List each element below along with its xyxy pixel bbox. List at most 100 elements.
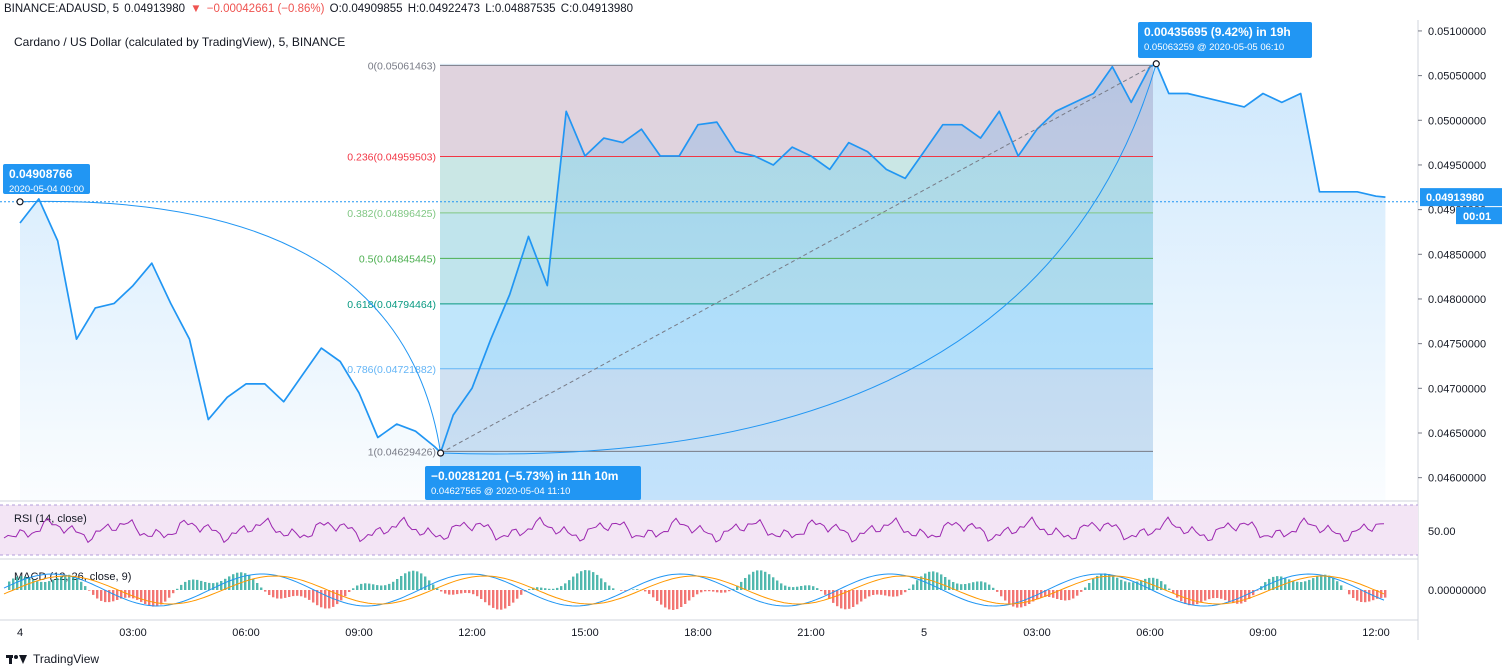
time-axis[interactable]: 4 03:00 06:00 09:00 12:00 15:00 18:00 21:00 5 03:… xyxy=(0,619,1418,639)
macd-histogram-bar xyxy=(1244,590,1247,602)
macd-histogram-bar xyxy=(724,590,727,593)
macd-histogram-bar xyxy=(884,590,887,596)
macd-histogram-bar xyxy=(292,590,295,597)
macd-histogram-bar xyxy=(560,586,563,590)
macd-histogram-bar xyxy=(1336,581,1339,590)
macd-histogram-bar xyxy=(140,590,143,602)
symbol-label[interactable]: BINANCE:ADAUSD, 5 xyxy=(4,3,120,15)
macd-histogram-bar xyxy=(92,590,95,595)
anchor-point[interactable] xyxy=(1152,60,1160,68)
rsi-pane[interactable]: RSI (14, close) 50.00 xyxy=(0,500,1456,560)
macd-histogram-bar xyxy=(1104,573,1107,590)
macd-histogram-bar xyxy=(660,590,663,605)
macd-histogram-bar xyxy=(224,578,227,590)
macd-histogram-bar xyxy=(796,586,799,590)
macd-histogram-bar xyxy=(364,583,367,590)
macd-histogram-bar xyxy=(1232,590,1235,604)
macd-histogram-bar xyxy=(904,590,907,593)
macd-histogram-bar xyxy=(840,590,843,609)
price-tick-label: 0.05050000 xyxy=(1428,71,1486,83)
macd-histogram-bar xyxy=(720,590,723,593)
macd-histogram-bar xyxy=(240,572,243,590)
time-tick-label: 15:00 xyxy=(571,627,599,639)
macd-histogram-bar xyxy=(192,579,195,590)
macd-histogram-bar xyxy=(1332,577,1335,590)
macd-histogram-bar xyxy=(1128,582,1131,590)
anchor-point[interactable] xyxy=(437,449,445,457)
macd-histogram-bar xyxy=(700,590,703,593)
macd-histogram-bar xyxy=(160,590,163,605)
macd-histogram-bar xyxy=(1076,590,1079,596)
price-tick-label: 0.04600000 xyxy=(1428,473,1486,485)
macd-histogram-bar xyxy=(764,571,767,590)
price-tick-label: 0.04950000 xyxy=(1428,160,1486,172)
fib-retracement[interactable]: 0(0.05061463) 0.236(0.04959503) 0.382(0.04… xyxy=(347,60,1153,458)
macd-histogram-bar xyxy=(1300,582,1303,590)
macd-histogram-bar xyxy=(324,590,327,609)
drawings[interactable] xyxy=(0,60,1418,457)
macd-histogram-bar xyxy=(420,573,423,590)
macd-histogram-bar xyxy=(1204,590,1207,601)
macd-histogram-bar xyxy=(552,588,555,590)
macd-histogram-bar xyxy=(856,590,859,605)
macd-histogram-bar xyxy=(1068,590,1071,601)
macd-histogram-bar xyxy=(56,577,59,590)
macd-histogram-bar xyxy=(980,581,983,590)
close-value: C:0.04913980 xyxy=(560,3,634,15)
macd-histogram-bar xyxy=(412,570,415,590)
footer: TradingView xyxy=(6,652,99,666)
macd-histogram-bar xyxy=(512,590,515,603)
macd-histogram-bar xyxy=(456,590,459,595)
macd-histogram-bar xyxy=(380,585,383,590)
macd-histogram-bar xyxy=(1024,590,1027,607)
macd-histogram-bar xyxy=(416,571,419,590)
macd-histogram-bar xyxy=(436,588,439,590)
macd-histogram-bar xyxy=(768,574,771,590)
macd-histogram-bar xyxy=(988,584,991,590)
macd-histogram-bar xyxy=(728,590,731,592)
macd-histogram-bar xyxy=(1116,577,1119,590)
macd-histogram-bar xyxy=(852,590,855,607)
macd-histogram-bar xyxy=(1348,590,1351,595)
macd-histogram-bar xyxy=(368,583,371,590)
macd-histogram-bar xyxy=(912,584,915,590)
macd-histogram-bar xyxy=(680,590,683,607)
macd-histogram-bar xyxy=(256,583,259,590)
macd-histogram-bar xyxy=(668,590,671,610)
macd-histogram-bar xyxy=(1028,590,1031,604)
rsi-label: RSI (14, close) xyxy=(14,513,87,525)
macd-histogram-bar xyxy=(1324,574,1327,590)
macd-histogram-bar xyxy=(1192,590,1195,606)
macd-line xyxy=(3,573,1385,607)
start-callout-text: 2020-05-04 00:00 xyxy=(9,184,84,195)
macd-pane[interactable]: MACD (12, 26, close, 9)0.00000000 xyxy=(3,570,1486,610)
fib-level-label: 0.382(0.04896425) xyxy=(347,208,436,220)
price-axis[interactable]: 0.05100000 0.05050000 0.05000000 0.04950000… xyxy=(1417,20,1507,642)
macd-histogram-bar xyxy=(492,590,495,608)
macd-histogram-bar xyxy=(1044,590,1047,597)
macd-histogram-bar xyxy=(1072,590,1075,599)
macd-histogram-bar xyxy=(952,582,955,590)
macd-histogram-bar xyxy=(536,587,539,590)
macd-histogram-bar xyxy=(776,580,779,590)
macd-histogram-bar xyxy=(740,581,743,590)
macd-histogram-bar xyxy=(228,576,231,590)
macd-histogram-bar xyxy=(64,574,67,590)
macd-histogram-bar xyxy=(1164,584,1167,590)
trend-line xyxy=(440,63,1157,454)
open-value: O:0.04909855 xyxy=(329,3,403,15)
macd-histogram-bar xyxy=(1280,576,1283,590)
price-tick-label: 0.04750000 xyxy=(1428,339,1486,351)
macd-histogram-bar xyxy=(892,590,895,597)
price-tick-label: 0.05100000 xyxy=(1428,26,1486,38)
macd-histogram-bar xyxy=(328,590,331,609)
macd-histogram-bar xyxy=(1012,590,1015,607)
time-tick-label: 03:00 xyxy=(119,627,147,639)
macd-histogram-bar xyxy=(500,590,503,610)
macd-histogram-bar xyxy=(944,577,947,590)
macd-histogram-bar xyxy=(1120,579,1123,590)
macd-histogram-bar xyxy=(208,582,211,590)
macd-histogram-bar xyxy=(20,576,23,590)
anchor-point[interactable] xyxy=(16,198,24,206)
